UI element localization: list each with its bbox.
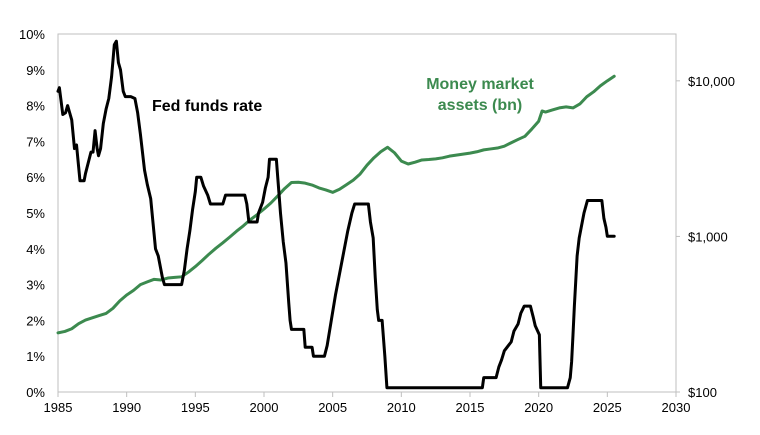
y-axis-left: 0% 1% 2% 3% 4% 5% 6% 7% 8% 9% 10%: [19, 27, 45, 400]
y-left-tick-label: 1%: [26, 349, 45, 364]
x-axis: 1985 1990 1995 2000 2005 2010 2015 2020 2025 2030: [44, 392, 691, 415]
y-left-tick-label: 5%: [26, 206, 45, 221]
plot-border: [57, 33, 677, 393]
y-left-tick-label: 7%: [26, 134, 45, 149]
y-left-tick-label: 10%: [19, 27, 45, 42]
y-left-tick-label: 6%: [26, 170, 45, 185]
money-market-assets-line: [56, 74, 616, 335]
x-tick-label: 2030: [662, 400, 691, 415]
money-market-label-line1: Money market: [426, 76, 534, 93]
x-tick-label: 2010: [387, 400, 416, 415]
x-tick-label: 2025: [593, 400, 622, 415]
x-tick-label: 2005: [318, 400, 347, 415]
y-right-tick-label: $100: [688, 385, 717, 400]
y-left-tick-label: 3%: [26, 278, 45, 293]
x-tick-label: 2000: [250, 400, 279, 415]
y-left-tick-label: 2%: [26, 313, 45, 328]
x-tick-label: 1985: [44, 400, 73, 415]
x-tick-label: 1995: [181, 400, 210, 415]
y-right-tick-label: $10,000: [688, 74, 735, 89]
y-left-tick-label: 4%: [26, 242, 45, 257]
fed-funds-rate-line: [56, 39, 616, 390]
plot-area: [57, 33, 677, 393]
y-right-tick-label: $1,000: [688, 229, 728, 244]
fed-funds-label: Fed funds rate: [152, 98, 262, 115]
x-tick-label: 2020: [524, 400, 553, 415]
x-tick-label: 2015: [456, 400, 485, 415]
y-left-tick-label: 8%: [26, 99, 45, 114]
y-axis-right: $100 $1,000 $10,000: [676, 74, 735, 400]
series-layer: [56, 39, 616, 390]
y-left-tick-label: 9%: [26, 63, 45, 78]
x-tick-label: 1990: [112, 400, 141, 415]
money-market-label-line2: assets (bn): [438, 97, 522, 114]
y-left-tick-label: 0%: [26, 385, 45, 400]
